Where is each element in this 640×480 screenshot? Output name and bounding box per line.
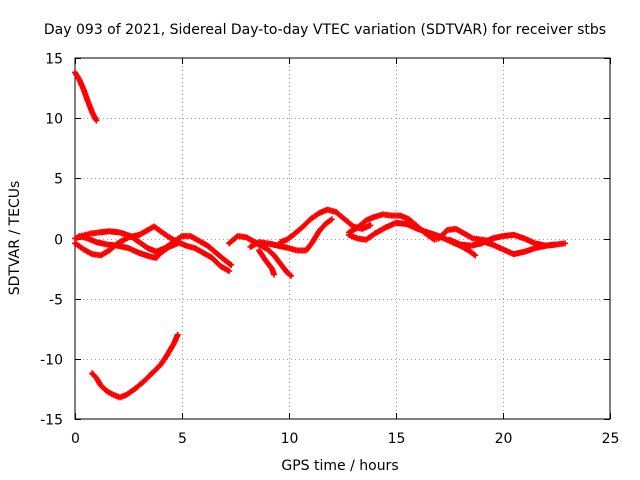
y-tick-label: -15 [40,413,63,429]
x-tick-label: 25 [602,431,620,447]
data-point-run [99,383,109,394]
data-point-run [214,251,227,263]
data-point-run [355,218,368,230]
y-tick-label: 15 [45,52,63,68]
data-point [288,272,295,279]
x-tick-label: 5 [178,431,187,447]
data-point [228,261,235,268]
x-tick-label: 0 [71,431,80,447]
series-arc-k [478,237,558,258]
data-point-run [279,237,289,245]
data-point-run [90,371,99,380]
data-point-run [133,379,146,391]
data-point-run [285,270,293,278]
data-point-run [105,389,115,397]
data-point-run [94,376,103,387]
data-point-run [467,248,477,258]
data-point [472,252,479,259]
data-point-run [124,386,137,397]
y-tick-label: 5 [54,172,63,188]
data-point-run [159,244,171,255]
x-tick-label: 10 [281,431,299,447]
data-point-run [152,224,163,234]
data-point-run [112,392,122,400]
data-point-run [257,248,268,262]
data-point-run [210,255,223,269]
x-tick-label: 20 [495,431,513,447]
data-point-run [193,245,205,256]
data-point-run [278,262,289,274]
data-point-run [141,371,154,384]
data-point-run [118,392,128,400]
data-point [551,241,558,248]
data-point-run [164,342,176,357]
data-point [226,267,233,274]
data-point-run [291,225,304,237]
data-point-run [205,243,218,255]
y-tick-label: -10 [40,353,63,369]
chart-title: Day 093 of 2021, Sidereal Day-to-day VTE… [44,22,606,38]
data-point-run [189,233,201,244]
data-point-run [146,224,156,233]
data-point-run [299,217,313,230]
series-arc-high [72,69,100,124]
data-point [93,117,100,124]
data-point-run [317,222,328,234]
x-tick-label: 15 [388,431,406,447]
data-point [367,222,374,229]
data-point-run [304,240,315,253]
data-series [72,69,569,401]
data-point-run [137,227,150,238]
series-arc-g [277,206,374,246]
data-point [271,271,278,278]
data-point-run [269,267,277,277]
series-arc-d [226,233,295,279]
y-tick-label: 0 [54,233,63,249]
tick-labels: 0 5 10 15 20 25 -15 -10 -5 0 5 10 15 [40,52,619,448]
data-point-run [347,225,360,235]
data-point-run [148,253,158,261]
data-point-run [285,232,295,242]
data-point-run [334,210,347,222]
series-arc-low [89,331,181,401]
data-point-run [137,240,150,251]
data-point-run [364,231,377,242]
y-tick-label: 10 [45,112,63,128]
series-arc-c [76,233,181,261]
data-point [174,331,181,338]
data-point-run [323,217,334,227]
y-axis-label: SDTVAR / TECUs [7,181,23,296]
series-arc-e [247,216,335,254]
x-axis-label: GPS time / hours [281,458,398,474]
data-point-run [82,247,94,257]
data-point-run [73,241,86,252]
data-point-run [265,247,276,258]
data-point-run [263,258,274,271]
data-point-run [223,258,233,267]
data-point [328,216,335,223]
series-arc-f [256,247,278,278]
data-point [562,240,569,247]
data-point-run [342,217,355,229]
data-point-run [271,253,283,266]
data-point-run [72,70,82,82]
series-arc-i [345,219,479,259]
data-point-run [158,353,170,367]
y-tick-label: -5 [49,293,63,309]
data-point-run [308,211,321,222]
axis-ticks [75,58,611,420]
data-point-run [159,229,171,240]
data-point-run [150,362,163,376]
data-point-run [154,251,163,260]
data-point [174,240,181,247]
data-point-run [197,238,210,248]
